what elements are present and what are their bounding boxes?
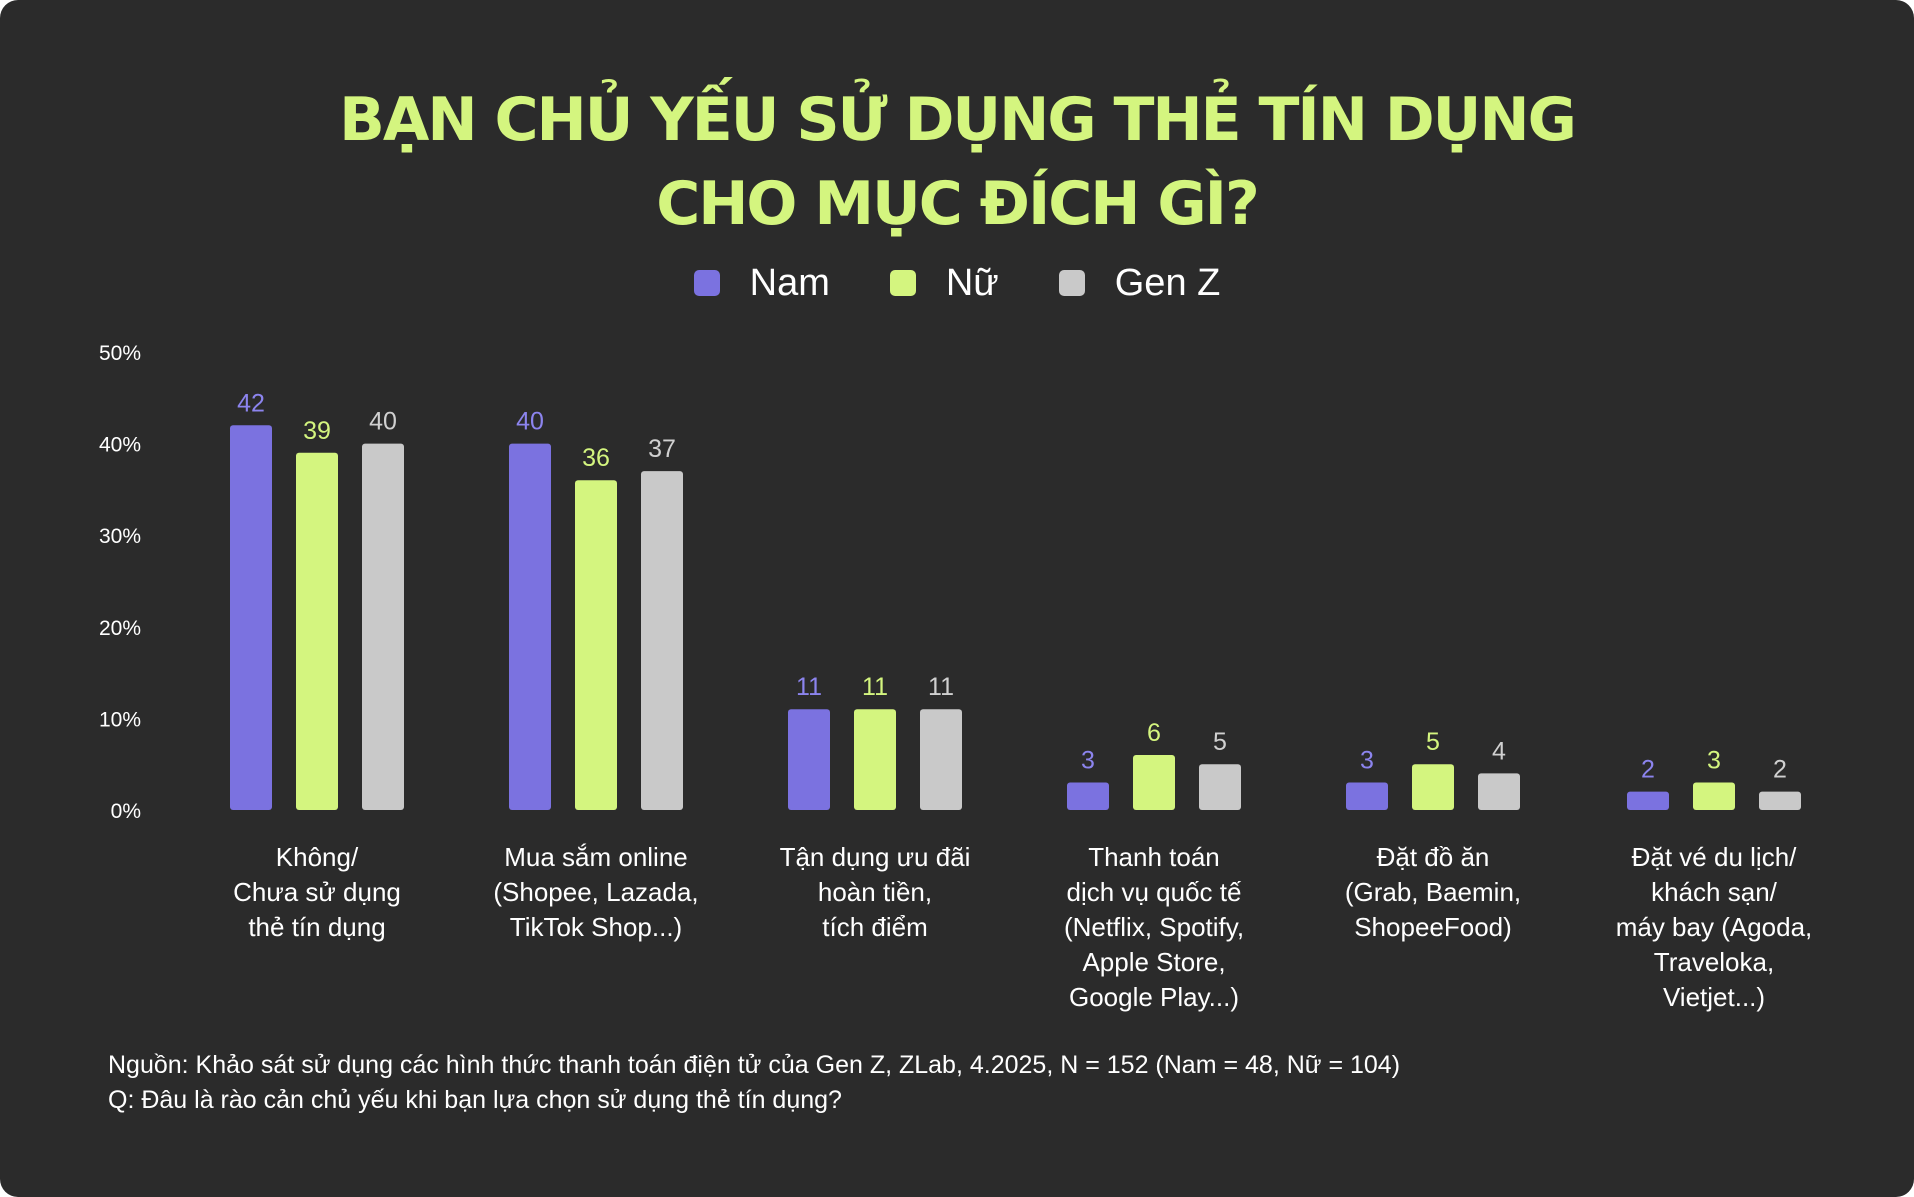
x-category-label: Chưa sử dụng bbox=[233, 877, 401, 907]
x-category-label: Vietjet...) bbox=[1663, 982, 1765, 1012]
bar-value-label: 5 bbox=[1213, 728, 1227, 756]
bar-gen-z bbox=[920, 709, 962, 810]
x-category-label: hoàn tiền, bbox=[818, 877, 932, 907]
bar-gen-z bbox=[1478, 773, 1520, 810]
bar-value-label: 37 bbox=[648, 435, 676, 463]
legend-label-nu: Nữ bbox=[945, 261, 999, 304]
bar-gen-z bbox=[641, 471, 683, 810]
legend-item-nam: Nam bbox=[693, 261, 830, 305]
bar-nam bbox=[788, 709, 830, 810]
y-tick-label: 40% bbox=[99, 434, 141, 457]
x-category-label: Traveloka, bbox=[1654, 947, 1774, 977]
bar-value-label: 3 bbox=[1360, 747, 1374, 775]
x-category-label: máy bay (Agoda, bbox=[1616, 912, 1813, 942]
bar-value-label: 4 bbox=[1492, 737, 1506, 765]
x-category-label: ShopeeFood) bbox=[1354, 912, 1512, 942]
bar-nam bbox=[230, 425, 272, 810]
y-tick-label: 10% bbox=[99, 708, 141, 731]
legend-item-nu: Nữ bbox=[889, 261, 999, 305]
x-category-label: Đặt đồ ăn bbox=[1377, 842, 1490, 872]
bar-nam bbox=[1067, 782, 1109, 810]
bar-nam bbox=[1627, 791, 1669, 810]
legend: Nam Nữ Gen Z bbox=[0, 258, 1914, 308]
bar-gen-z bbox=[1759, 791, 1801, 810]
chart-title-line-1: BẠN CHỦ YẾU SỬ DỤNG THẺ TÍN DỤNG bbox=[339, 85, 1577, 155]
bar-nữ bbox=[1412, 764, 1454, 810]
x-category-label: TikTok Shop...) bbox=[510, 912, 682, 942]
legend-swatch-genz bbox=[1058, 270, 1085, 296]
chart-title: BẠN CHỦ YẾU SỬ DỤNG THẺ TÍN DỤNG CHO MỤC… bbox=[0, 78, 1914, 246]
legend-label-nam: Nam bbox=[749, 261, 830, 304]
bar-value-label: 2 bbox=[1641, 756, 1655, 784]
bar-value-label: 5 bbox=[1426, 728, 1440, 756]
chart-title-line-2: CHO MỤC ĐÍCH GÌ? bbox=[656, 169, 1260, 239]
x-category-label: tích điểm bbox=[822, 912, 928, 942]
bar-value-label: 3 bbox=[1081, 747, 1095, 775]
y-tick-label: 50% bbox=[99, 342, 141, 365]
x-category-label: khách sạn/ bbox=[1651, 877, 1778, 907]
x-category-label: Thanh toán bbox=[1088, 842, 1220, 872]
bar-gen-z bbox=[362, 443, 404, 810]
bar-nữ bbox=[296, 452, 338, 810]
source-line: Nguồn: Khảo sát sử dụng các hình thức th… bbox=[108, 1051, 1401, 1079]
bar-gen-z bbox=[1199, 764, 1241, 810]
legend-item-genz: Gen Z bbox=[1058, 261, 1221, 305]
x-category-label: thẻ tín dụng bbox=[248, 912, 385, 942]
bar-value-label: 3 bbox=[1707, 747, 1721, 775]
x-category-label: Google Play...) bbox=[1069, 982, 1239, 1012]
x-category-label: dịch vụ quốc tế bbox=[1067, 877, 1242, 907]
x-category-label: (Netflix, Spotify, bbox=[1064, 912, 1244, 942]
x-category-label: Tận dụng ưu đãi bbox=[780, 842, 971, 872]
bar-value-label: 39 bbox=[303, 417, 331, 445]
question-line: Q: Đâu là rào cản chủ yếu khi bạn lựa ch… bbox=[108, 1086, 842, 1114]
bar-value-label: 40 bbox=[369, 408, 397, 436]
bar-nữ bbox=[854, 709, 896, 810]
bar-value-label: 36 bbox=[582, 444, 610, 472]
x-category-label: Apple Store, bbox=[1082, 947, 1225, 977]
bar-nữ bbox=[1133, 755, 1175, 810]
y-tick-label: 0% bbox=[111, 800, 141, 823]
bar-nữ bbox=[575, 480, 617, 810]
bar-nam bbox=[509, 443, 551, 810]
source-note: Nguồn: Khảo sát sử dụng các hình thức th… bbox=[108, 1048, 1808, 1118]
x-category-label: Không/ bbox=[276, 842, 359, 872]
bar-value-label: 11 bbox=[796, 673, 822, 701]
y-tick-label: 30% bbox=[99, 525, 141, 548]
legend-swatch-nam bbox=[693, 270, 720, 296]
x-category-label: (Grab, Baemin, bbox=[1345, 877, 1521, 907]
legend-label-genz: Gen Z bbox=[1114, 261, 1221, 304]
bar-value-label: 11 bbox=[928, 673, 954, 701]
bar-value-label: 2 bbox=[1773, 756, 1787, 784]
legend-swatch-nu bbox=[889, 270, 916, 296]
bar-value-label: 40 bbox=[516, 408, 544, 436]
x-category-label: Đặt vé du lịch/ bbox=[1632, 842, 1798, 872]
bar-value-label: 11 bbox=[862, 673, 888, 701]
y-tick-label: 20% bbox=[99, 617, 141, 640]
x-category-label: Mua sắm online bbox=[504, 842, 688, 872]
bar-nữ bbox=[1693, 782, 1735, 810]
bar-nam bbox=[1346, 782, 1388, 810]
bar-value-label: 42 bbox=[237, 389, 265, 417]
bar-value-label: 6 bbox=[1147, 719, 1161, 747]
x-category-label: (Shopee, Lazada, bbox=[493, 877, 698, 907]
